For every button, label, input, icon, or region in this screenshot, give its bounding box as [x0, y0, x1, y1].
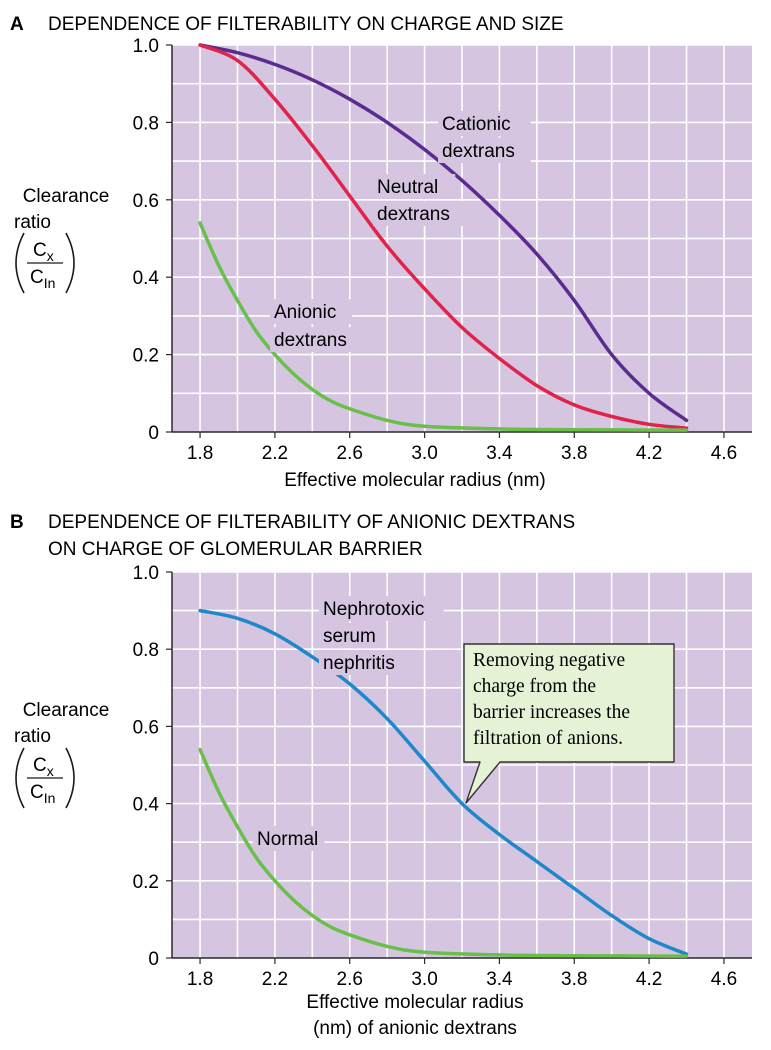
chart-panel-a: A DEPENDENCE OF FILTERABILITY ON CHARGE A…	[10, 14, 752, 491]
y-label-line: Clearance	[23, 700, 110, 721]
y-tick-label: 0.6	[133, 191, 159, 212]
callout-line: Removing negative	[473, 650, 625, 671]
callout-line: charge from the	[473, 676, 596, 697]
label-backdrop	[438, 138, 531, 163]
x-tick-label: 1.8	[187, 969, 213, 990]
label-backdrop	[373, 201, 466, 226]
callout-box	[463, 643, 675, 804]
callout-line: barrier increases the	[473, 702, 630, 723]
fraction-numerator: Cx	[33, 755, 54, 779]
label-backdrop	[373, 174, 456, 199]
series-label: Anionic	[274, 302, 336, 323]
x-tick-label: 2.6	[337, 443, 363, 464]
series-label: serum	[323, 626, 376, 647]
label-backdrop	[319, 650, 423, 675]
fraction-denominator: CIn	[30, 782, 55, 806]
label-backdrop	[319, 596, 444, 621]
series-label: dextrans	[274, 330, 347, 351]
y-tick-label: 0.8	[133, 113, 159, 134]
x-tick-label: 3.4	[486, 969, 513, 990]
left-paren	[15, 747, 25, 809]
right-paren	[65, 232, 75, 294]
series-label: Nephrotoxic	[323, 599, 424, 620]
y-tick-label: 0	[148, 949, 159, 970]
y-tick-label: 1.0	[133, 36, 159, 57]
x-tick-label: 3.0	[411, 443, 437, 464]
right-paren	[65, 747, 75, 809]
x-axis-label: (nm) of anionic dextrans	[313, 1018, 517, 1039]
series-line-anionic-dextrans	[198, 221, 689, 432]
label-backdrop	[270, 299, 353, 324]
y-tick-label: 0.6	[133, 717, 159, 738]
x-tick-label: 2.6	[337, 969, 363, 990]
annotation-callout: Removing negative charge from the barrier …	[463, 643, 675, 804]
series-line-neutral-dextrans	[198, 43, 689, 430]
numerator-symbol: C	[33, 755, 47, 776]
label-backdrop	[319, 623, 380, 648]
title-line: DEPENDENCE OF FILTERABILITY ON CHARGE AN…	[48, 14, 564, 35]
y-label-line: ratio	[14, 212, 51, 233]
x-tick-label: 3.8	[561, 443, 587, 464]
series-label: Cationic	[442, 114, 511, 135]
chart-title: B DEPENDENCE OF FILTERABILITY OF ANIONIC …	[10, 512, 575, 533]
denominator-symbol: C	[30, 267, 44, 288]
y-tick-label: 0.2	[133, 346, 159, 367]
y-label-line: Clearance	[23, 186, 110, 207]
denominator-subscript: In	[44, 275, 56, 291]
denominator-subscript: In	[44, 790, 56, 806]
series-label: dextrans	[442, 141, 515, 162]
title-line: ON CHARGE OF GLOMERULAR BARRIER	[48, 539, 423, 560]
denominator-symbol: C	[30, 782, 44, 803]
left-paren	[15, 232, 25, 294]
x-tick-label: 3.4	[486, 443, 513, 464]
x-axis-label: Effective molecular radius (nm)	[284, 470, 546, 491]
series-label: nephritis	[323, 653, 395, 674]
series-label: dextrans	[377, 204, 450, 225]
numerator-subscript: x	[47, 763, 54, 779]
y-tick-label: 1.0	[133, 563, 159, 584]
x-tick-label: 4.2	[636, 969, 662, 990]
y-tick-label: 0.8	[133, 640, 159, 661]
y-tick-label: 0.2	[133, 872, 159, 893]
numerator-symbol: C	[33, 240, 47, 261]
series-line-nephrotoxic-serum-nephritis	[198, 608, 689, 956]
callout-line: filtration of anions.	[473, 728, 623, 749]
fraction-denominator: CIn	[30, 267, 55, 291]
series-label: Neutral	[377, 177, 438, 198]
series-line-normal	[198, 747, 689, 958]
x-tick-label: 1.8	[187, 443, 213, 464]
x-axis-label: Effective molecular radius	[306, 992, 523, 1013]
numerator-subscript: x	[47, 248, 54, 264]
x-tick-label: 4.2	[636, 443, 662, 464]
chart-title: A DEPENDENCE OF FILTERABILITY ON CHARGE A…	[10, 14, 564, 35]
x-tick-label: 3.0	[411, 969, 437, 990]
label-backdrop	[270, 327, 363, 352]
y-tick-label: 0.4	[133, 795, 160, 816]
x-tick-label: 2.2	[262, 443, 288, 464]
x-tick-label: 3.8	[561, 969, 587, 990]
label-backdrop	[438, 111, 531, 136]
chart-panel-b: B DEPENDENCE OF FILTERABILITY OF ANIONIC …	[10, 512, 752, 1039]
panel-letter: B	[10, 512, 24, 533]
fraction-numerator: Cx	[33, 240, 54, 264]
y-tick-label: 0	[148, 423, 159, 444]
title-line: DEPENDENCE OF FILTERABILITY OF ANIONIC D…	[48, 512, 575, 533]
panel-letter: A	[10, 14, 24, 35]
x-tick-label: 2.2	[262, 969, 288, 990]
y-label-line: ratio	[14, 726, 51, 747]
label-backdrop	[253, 826, 325, 851]
x-tick-label: 4.6	[711, 443, 737, 464]
series-line-cationic-dextrans	[198, 43, 689, 423]
series-label: Normal	[257, 829, 318, 850]
y-tick-label: 0.4	[133, 268, 160, 289]
x-tick-label: 4.6	[711, 969, 737, 990]
